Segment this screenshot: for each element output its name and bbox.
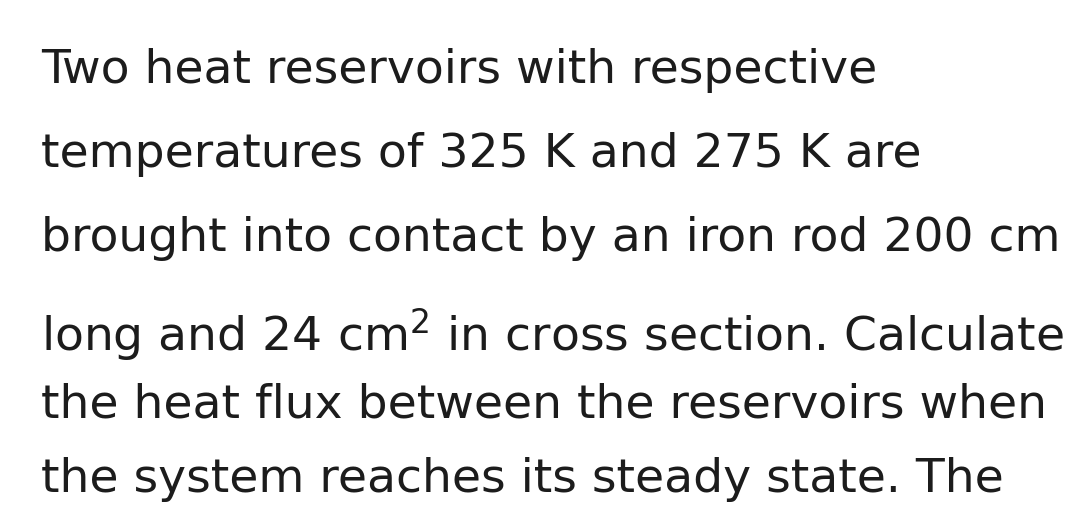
Text: the system reaches its steady state. The: the system reaches its steady state. The xyxy=(41,457,1003,502)
Text: temperatures of 325 K and 275 K are: temperatures of 325 K and 275 K are xyxy=(41,132,921,177)
Text: brought into contact by an iron rod 200 cm: brought into contact by an iron rod 200 … xyxy=(41,216,1061,261)
Text: Two heat reservoirs with respective: Two heat reservoirs with respective xyxy=(41,48,877,92)
Text: long and 24 cm$^{2}$ in cross section. Calculate: long and 24 cm$^{2}$ in cross section. C… xyxy=(41,306,1064,363)
Text: the heat flux between the reservoirs when: the heat flux between the reservoirs whe… xyxy=(41,383,1047,428)
